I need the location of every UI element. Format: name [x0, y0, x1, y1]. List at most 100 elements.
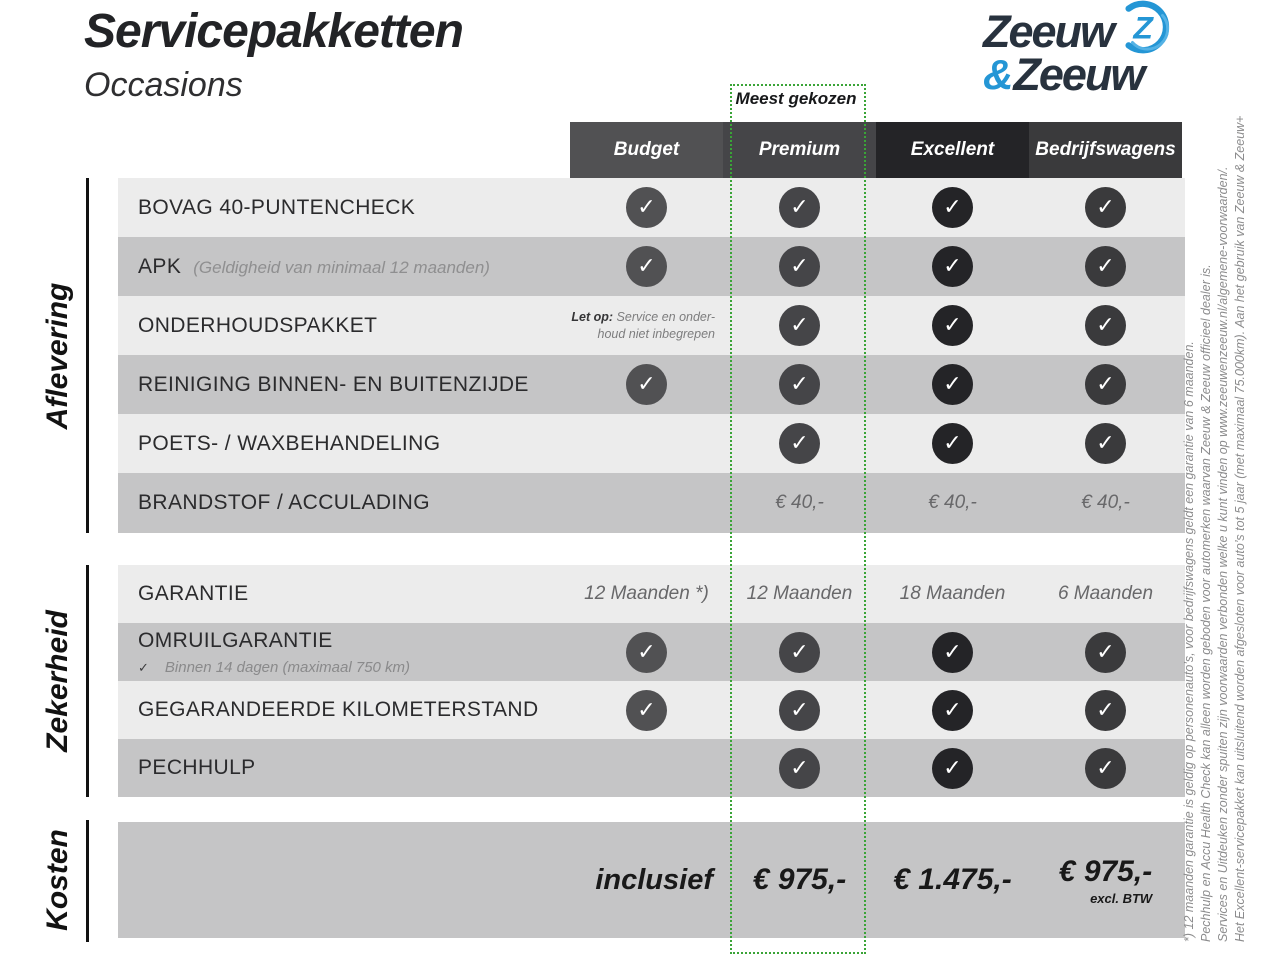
- budget-note-prefix: Let op:: [571, 309, 614, 324]
- column-header-budget: Budget: [570, 122, 723, 178]
- check-icon: ✓: [779, 246, 820, 287]
- row-kosten: inclusief € 975,- € 1.475,- € 975,- excl…: [118, 822, 1185, 938]
- cell-value: 18 Maanden: [899, 583, 1006, 604]
- row-pechhulp: PECHHULP ✓ ✓ ✓: [118, 739, 1185, 797]
- kosten-excellent: € 1.475,-: [893, 863, 1012, 896]
- row-poets-wax: POETS- / WAXBEHANDELING ✓ ✓ ✓: [118, 414, 1185, 473]
- row-label: OMRUILGARANTIE ✓ Binnen 14 dagen (maximaa…: [138, 623, 410, 681]
- check-icon: ✓: [1085, 187, 1126, 228]
- footnote-line-2: Services en Uitdeuken zonder spuiten zij…: [1216, 166, 1230, 942]
- check-icon: ✓: [779, 364, 820, 405]
- check-icon: ✓: [1085, 689, 1126, 731]
- row-label: BRANDSTOF / ACCULADING: [138, 491, 430, 514]
- cell-value: 12 Maanden: [746, 583, 853, 604]
- check-icon: ✓: [1085, 246, 1126, 287]
- row-brandstof: BRANDSTOF / ACCULADING € 40,- € 40,- € 4…: [118, 473, 1185, 533]
- row-subnote: ✓ Binnen 14 dagen (maximaal 750 km): [138, 659, 410, 676]
- kosten-bedrijfswagens-block: € 975,- excl. BTW: [1059, 855, 1152, 906]
- row-bovag: BOVAG 40-PUNTENCHECK ✓ ✓ ✓ ✓: [118, 178, 1185, 237]
- check-icon: ✓: [626, 689, 667, 731]
- row-label-text: OMRUILGARANTIE: [138, 628, 333, 652]
- check-icon: ✓: [1085, 364, 1126, 405]
- kosten-bedrijfswagens: € 975,-: [1058, 854, 1153, 888]
- check-icon: ✓: [779, 747, 820, 789]
- column-header-bedrijfswagens: Bedrijfswagens: [1029, 122, 1182, 178]
- row-label: GEGARANDEERDE KILOMETERSTAND: [138, 698, 539, 721]
- logo-word-1: Zeeuw: [983, 5, 1115, 57]
- check-icon: ✓: [626, 364, 667, 405]
- row-kilometerstand: GEGARANDEERDE KILOMETERSTAND ✓ ✓ ✓ ✓: [118, 681, 1185, 739]
- check-icon: ✓: [779, 187, 820, 228]
- logo-line-2: & Zeeuw: [983, 52, 1175, 97]
- budget-note-line1: Service en onder-: [613, 309, 715, 324]
- section-label-aflevering: Aflevering: [41, 282, 74, 430]
- column-header-row: Budget Premium Excellent Bedrijfswagens: [118, 122, 1185, 178]
- row-label: REINIGING BINNEN- EN BUITENZIJDE: [138, 372, 529, 396]
- check-icon: ✓: [932, 305, 973, 346]
- cell-value: € 40,-: [928, 492, 977, 513]
- row-label: GARANTIE: [138, 582, 249, 605]
- check-icon: ✓: [1085, 747, 1126, 789]
- section-rule-zekerheid: [86, 565, 89, 797]
- cell-value: 12 Maanden *): [584, 583, 709, 604]
- row-label: BOVAG 40-PUNTENCHECK: [138, 195, 416, 219]
- footnote-line-3: Pechhulp en Accu Health Check kan alleen…: [1199, 264, 1213, 942]
- check-icon: ✓: [626, 246, 667, 287]
- column-header-premium: Premium: [723, 122, 876, 178]
- row-onderhoudspakket: ONDERHOUDSPAKKET Let op: Service en onde…: [118, 296, 1185, 355]
- check-icon: ✓: [779, 305, 820, 346]
- check-icon: ✓: [932, 364, 973, 405]
- check-icon: ✓: [932, 423, 973, 464]
- row-subnote-text: Binnen 14 dagen (maximaal 750 km): [164, 658, 411, 676]
- check-icon: ✓: [932, 187, 973, 228]
- row-label: PECHHULP: [138, 756, 256, 779]
- check-icon: ✓: [932, 747, 973, 789]
- row-garantie: GARANTIE 12 Maanden *) 12 Maanden 18 Maa…: [118, 565, 1185, 623]
- page-title: Servicepakketten: [84, 5, 464, 58]
- cell-value: € 40,-: [775, 492, 824, 513]
- column-header-excellent: Excellent: [876, 122, 1029, 178]
- footnote-line-4: *) 12 maanden garantie is geldig op pers…: [1182, 341, 1196, 942]
- check-icon: ✓: [626, 187, 667, 228]
- check-icon: ✓: [932, 246, 973, 287]
- check-icon: ✓: [932, 631, 973, 673]
- footnote-line-1: Het Excellent-servicepakket kan uitsluit…: [1233, 115, 1247, 942]
- kosten-bedrijfswagens-note: excl. BTW: [1090, 890, 1153, 906]
- check-icon: ✓: [932, 689, 973, 731]
- section-rule-kosten: [86, 820, 89, 942]
- row-reiniging: REINIGING BINNEN- EN BUITENZIJDE ✓ ✓ ✓ ✓: [118, 355, 1185, 414]
- check-icon: ✓: [779, 423, 820, 464]
- meest-gekozen-label: Meest gekozen: [735, 89, 857, 108]
- zeeuw-zeeuw-logo: Zeeuw Z & Zeeuw: [983, 0, 1175, 97]
- check-icon: ✓: [1085, 305, 1126, 346]
- svg-text:Z: Z: [1132, 10, 1154, 46]
- page-subtitle: Occasions: [84, 66, 243, 104]
- check-icon: ✓: [779, 689, 820, 731]
- budget-note: Let op: Service en onder- houd niet inbe…: [570, 296, 715, 355]
- check-icon: ✓: [1085, 423, 1126, 464]
- section-rule-aflevering: [86, 178, 89, 533]
- row-label: ONDERHOUDSPAKKET: [138, 313, 378, 337]
- small-check-icon: ✓: [138, 660, 149, 676]
- budget-note-line2: houd niet inbegrepen: [597, 326, 715, 341]
- cell-value: € 40,-: [1081, 492, 1130, 513]
- check-icon: ✓: [626, 631, 667, 673]
- row-label: POETS- / WAXBEHANDELING: [138, 431, 441, 455]
- logo-z-swoosh-icon: Z: [1117, 0, 1175, 60]
- row-label: APK (Geldigheid van minimaal 12 maanden): [138, 237, 490, 296]
- section-label-zekerheid: Zekerheid: [41, 610, 74, 752]
- cell-value: 6 Maanden: [1057, 583, 1154, 604]
- check-icon: ✓: [1085, 631, 1126, 673]
- logo-word-2: Zeeuw: [1013, 49, 1145, 100]
- logo-ampersand: &: [983, 50, 1013, 98]
- section-label-kosten: Kosten: [41, 829, 74, 931]
- row-apk: APK (Geldigheid van minimaal 12 maanden)…: [118, 237, 1185, 296]
- logo-line-1: Zeeuw Z: [983, 0, 1175, 60]
- kosten-premium: € 975,-: [752, 863, 847, 896]
- row-label-text: APK: [138, 254, 182, 278]
- row-omruilgarantie: OMRUILGARANTIE ✓ Binnen 14 dagen (maximaa…: [118, 623, 1185, 681]
- check-icon: ✓: [779, 631, 820, 673]
- kosten-budget: inclusief: [595, 863, 713, 896]
- row-note: (Geldigheid van minimaal 12 maanden): [193, 257, 490, 277]
